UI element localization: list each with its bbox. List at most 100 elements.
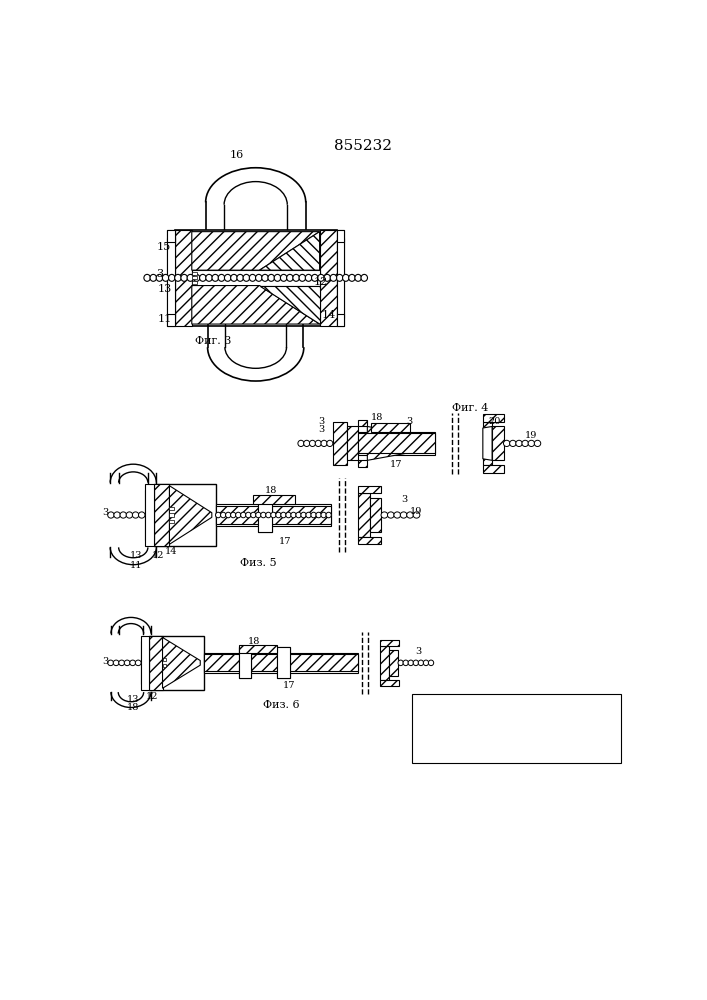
- Ellipse shape: [266, 512, 271, 518]
- Ellipse shape: [343, 274, 349, 281]
- Ellipse shape: [243, 274, 250, 281]
- Text: 3: 3: [318, 425, 325, 434]
- Ellipse shape: [113, 660, 119, 666]
- Ellipse shape: [240, 512, 246, 518]
- Bar: [170, 513, 174, 517]
- Ellipse shape: [286, 274, 293, 281]
- Ellipse shape: [274, 274, 281, 281]
- Text: 3: 3: [318, 417, 325, 426]
- Bar: [277, 647, 290, 678]
- Text: 3: 3: [103, 508, 109, 517]
- Polygon shape: [259, 286, 320, 324]
- Bar: [320, 230, 337, 326]
- Bar: [167, 314, 175, 326]
- Bar: [337, 230, 344, 326]
- Bar: [358, 432, 435, 455]
- Ellipse shape: [413, 512, 420, 518]
- Text: 11: 11: [158, 314, 172, 324]
- Text: 18: 18: [127, 703, 139, 712]
- Ellipse shape: [403, 660, 409, 666]
- Ellipse shape: [361, 274, 368, 281]
- Bar: [163, 658, 166, 661]
- Bar: [337, 230, 344, 242]
- Text: 14: 14: [322, 310, 336, 320]
- Bar: [358, 433, 435, 453]
- Ellipse shape: [268, 274, 274, 281]
- Ellipse shape: [528, 440, 534, 447]
- Ellipse shape: [306, 512, 311, 518]
- Text: Φиг. 3: Φиг. 3: [195, 336, 231, 346]
- Bar: [167, 230, 175, 326]
- Ellipse shape: [298, 440, 304, 447]
- Bar: [358, 486, 381, 493]
- Bar: [483, 414, 504, 422]
- Ellipse shape: [503, 440, 510, 447]
- Ellipse shape: [276, 512, 281, 518]
- Polygon shape: [259, 232, 320, 270]
- Ellipse shape: [286, 512, 291, 518]
- Ellipse shape: [408, 660, 414, 666]
- Bar: [380, 646, 389, 680]
- Ellipse shape: [291, 512, 296, 518]
- Ellipse shape: [311, 512, 316, 518]
- Ellipse shape: [327, 440, 333, 447]
- Ellipse shape: [168, 274, 175, 281]
- Ellipse shape: [114, 512, 120, 518]
- Text: Филиал ППШ "Патент",: Филиал ППШ "Патент",: [416, 736, 554, 745]
- Text: 3: 3: [401, 495, 407, 504]
- Bar: [258, 498, 272, 532]
- Polygon shape: [192, 286, 320, 324]
- Bar: [175, 230, 337, 326]
- Ellipse shape: [423, 660, 428, 666]
- Bar: [370, 498, 381, 532]
- Ellipse shape: [299, 274, 305, 281]
- Bar: [216, 506, 331, 524]
- Text: Φиз. 6: Φиз. 6: [263, 700, 300, 710]
- Bar: [204, 653, 358, 673]
- Ellipse shape: [135, 660, 141, 666]
- Ellipse shape: [175, 274, 181, 281]
- Ellipse shape: [310, 440, 315, 447]
- Bar: [170, 507, 174, 510]
- Text: 855232: 855232: [334, 139, 392, 153]
- Ellipse shape: [193, 274, 200, 281]
- Ellipse shape: [224, 274, 231, 281]
- Ellipse shape: [150, 274, 156, 281]
- Text: 20: 20: [489, 417, 501, 426]
- Bar: [170, 520, 174, 523]
- Ellipse shape: [394, 512, 401, 518]
- Ellipse shape: [126, 512, 133, 518]
- Text: 19: 19: [525, 431, 537, 440]
- Bar: [192, 281, 197, 284]
- Ellipse shape: [296, 512, 301, 518]
- Ellipse shape: [316, 512, 321, 518]
- Text: 19: 19: [409, 507, 422, 516]
- Bar: [371, 423, 409, 432]
- Bar: [145, 490, 154, 540]
- Polygon shape: [163, 637, 200, 688]
- Text: 13: 13: [127, 695, 139, 704]
- Ellipse shape: [293, 274, 299, 281]
- Ellipse shape: [218, 274, 225, 281]
- Text: Φиг. 4: Φиг. 4: [452, 403, 488, 413]
- Text: 3: 3: [415, 647, 421, 656]
- Ellipse shape: [226, 512, 231, 518]
- Ellipse shape: [301, 512, 306, 518]
- Text: 17: 17: [390, 460, 402, 469]
- Bar: [277, 647, 290, 678]
- Ellipse shape: [199, 274, 206, 281]
- Ellipse shape: [337, 274, 343, 281]
- Bar: [483, 422, 492, 465]
- Bar: [337, 238, 344, 318]
- Bar: [358, 537, 381, 544]
- Ellipse shape: [237, 274, 243, 281]
- Polygon shape: [368, 426, 409, 460]
- Bar: [337, 314, 344, 326]
- Ellipse shape: [281, 274, 287, 281]
- Text: Φиз. 5: Φиз. 5: [240, 558, 276, 568]
- Text: 11: 11: [130, 561, 143, 570]
- Bar: [239, 647, 251, 678]
- Bar: [483, 465, 504, 473]
- Bar: [216, 504, 331, 526]
- Ellipse shape: [221, 512, 226, 518]
